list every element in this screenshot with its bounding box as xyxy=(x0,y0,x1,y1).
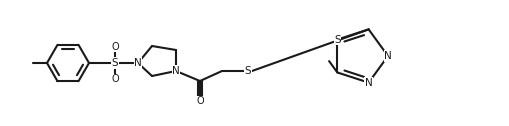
Text: N: N xyxy=(364,78,372,88)
Text: N: N xyxy=(172,66,180,76)
Text: O: O xyxy=(111,74,119,84)
Text: S: S xyxy=(244,66,251,76)
Text: S: S xyxy=(111,58,118,68)
Text: O: O xyxy=(111,42,119,52)
Text: N: N xyxy=(383,51,391,61)
Text: O: O xyxy=(196,96,204,106)
Text: N: N xyxy=(134,58,142,68)
Text: S: S xyxy=(333,35,340,45)
